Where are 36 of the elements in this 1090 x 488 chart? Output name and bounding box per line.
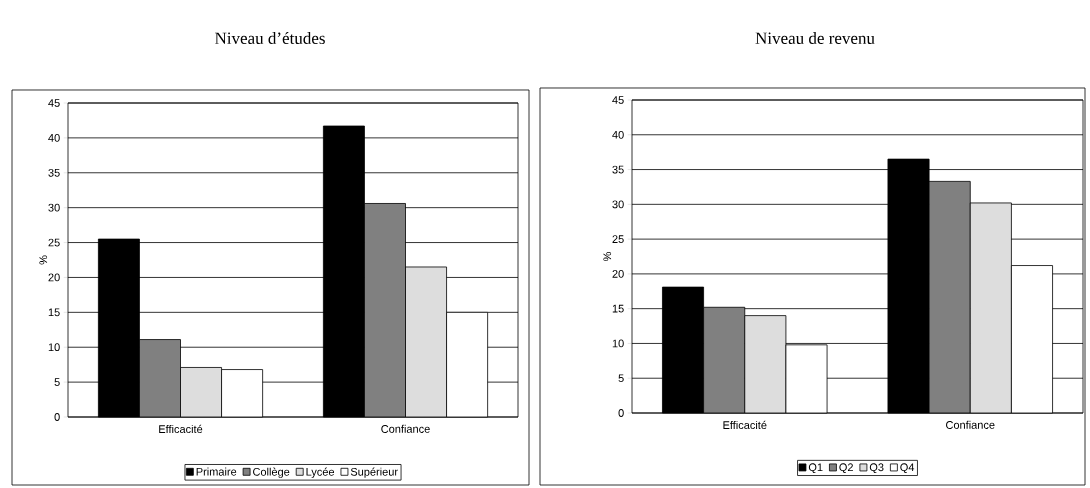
y-tick-label: 0 [618,409,624,417]
y-tick-label: 5 [618,374,624,383]
y-axis-title: % [603,252,612,261]
legend-label: Q3 [869,463,884,474]
y-tick-label: 15 [612,304,624,313]
y-tick-label: 45 [48,99,60,107]
legend-label: Collège [253,467,290,478]
y-tick-label: 10 [48,343,60,352]
y-tick-label: 10 [612,339,624,348]
y-tick-label: 40 [48,134,60,142]
y-tick-label: 30 [48,203,60,212]
chart-title: Niveau d’études [215,32,325,44]
y-tick-label: 35 [612,165,624,174]
x-tick-label: Efficacité [159,424,203,434]
y-tick-label: 35 [48,168,60,177]
x-tick-label: Confiance [381,424,430,433]
y-tick-label: 40 [612,130,624,139]
y-tick-label: 5 [54,378,60,386]
y-axis-title: % [39,255,48,265]
y-tick-label: 25 [612,235,624,244]
y-tick-label: 45 [612,96,624,104]
y-tick-label: 0 [54,413,60,421]
y-tick-label: 20 [48,273,60,282]
legend-label: Primaire [196,467,237,476]
y-tick-label: 20 [612,270,624,278]
legend-label: Lycée [306,467,335,478]
legend-label: Supérieur [350,467,398,478]
x-tick-label: Efficacité [723,420,767,430]
legend-label: Q1 [808,463,823,474]
y-tick-label: 25 [48,238,60,247]
y-tick-label: 30 [612,200,624,209]
chart-title: Niveau de revenu [755,32,875,44]
x-tick-label: Confiance [946,420,995,429]
legend-label: Q4 [900,463,915,474]
legend-label: Q2 [839,463,853,474]
y-tick-label: 15 [48,308,60,317]
